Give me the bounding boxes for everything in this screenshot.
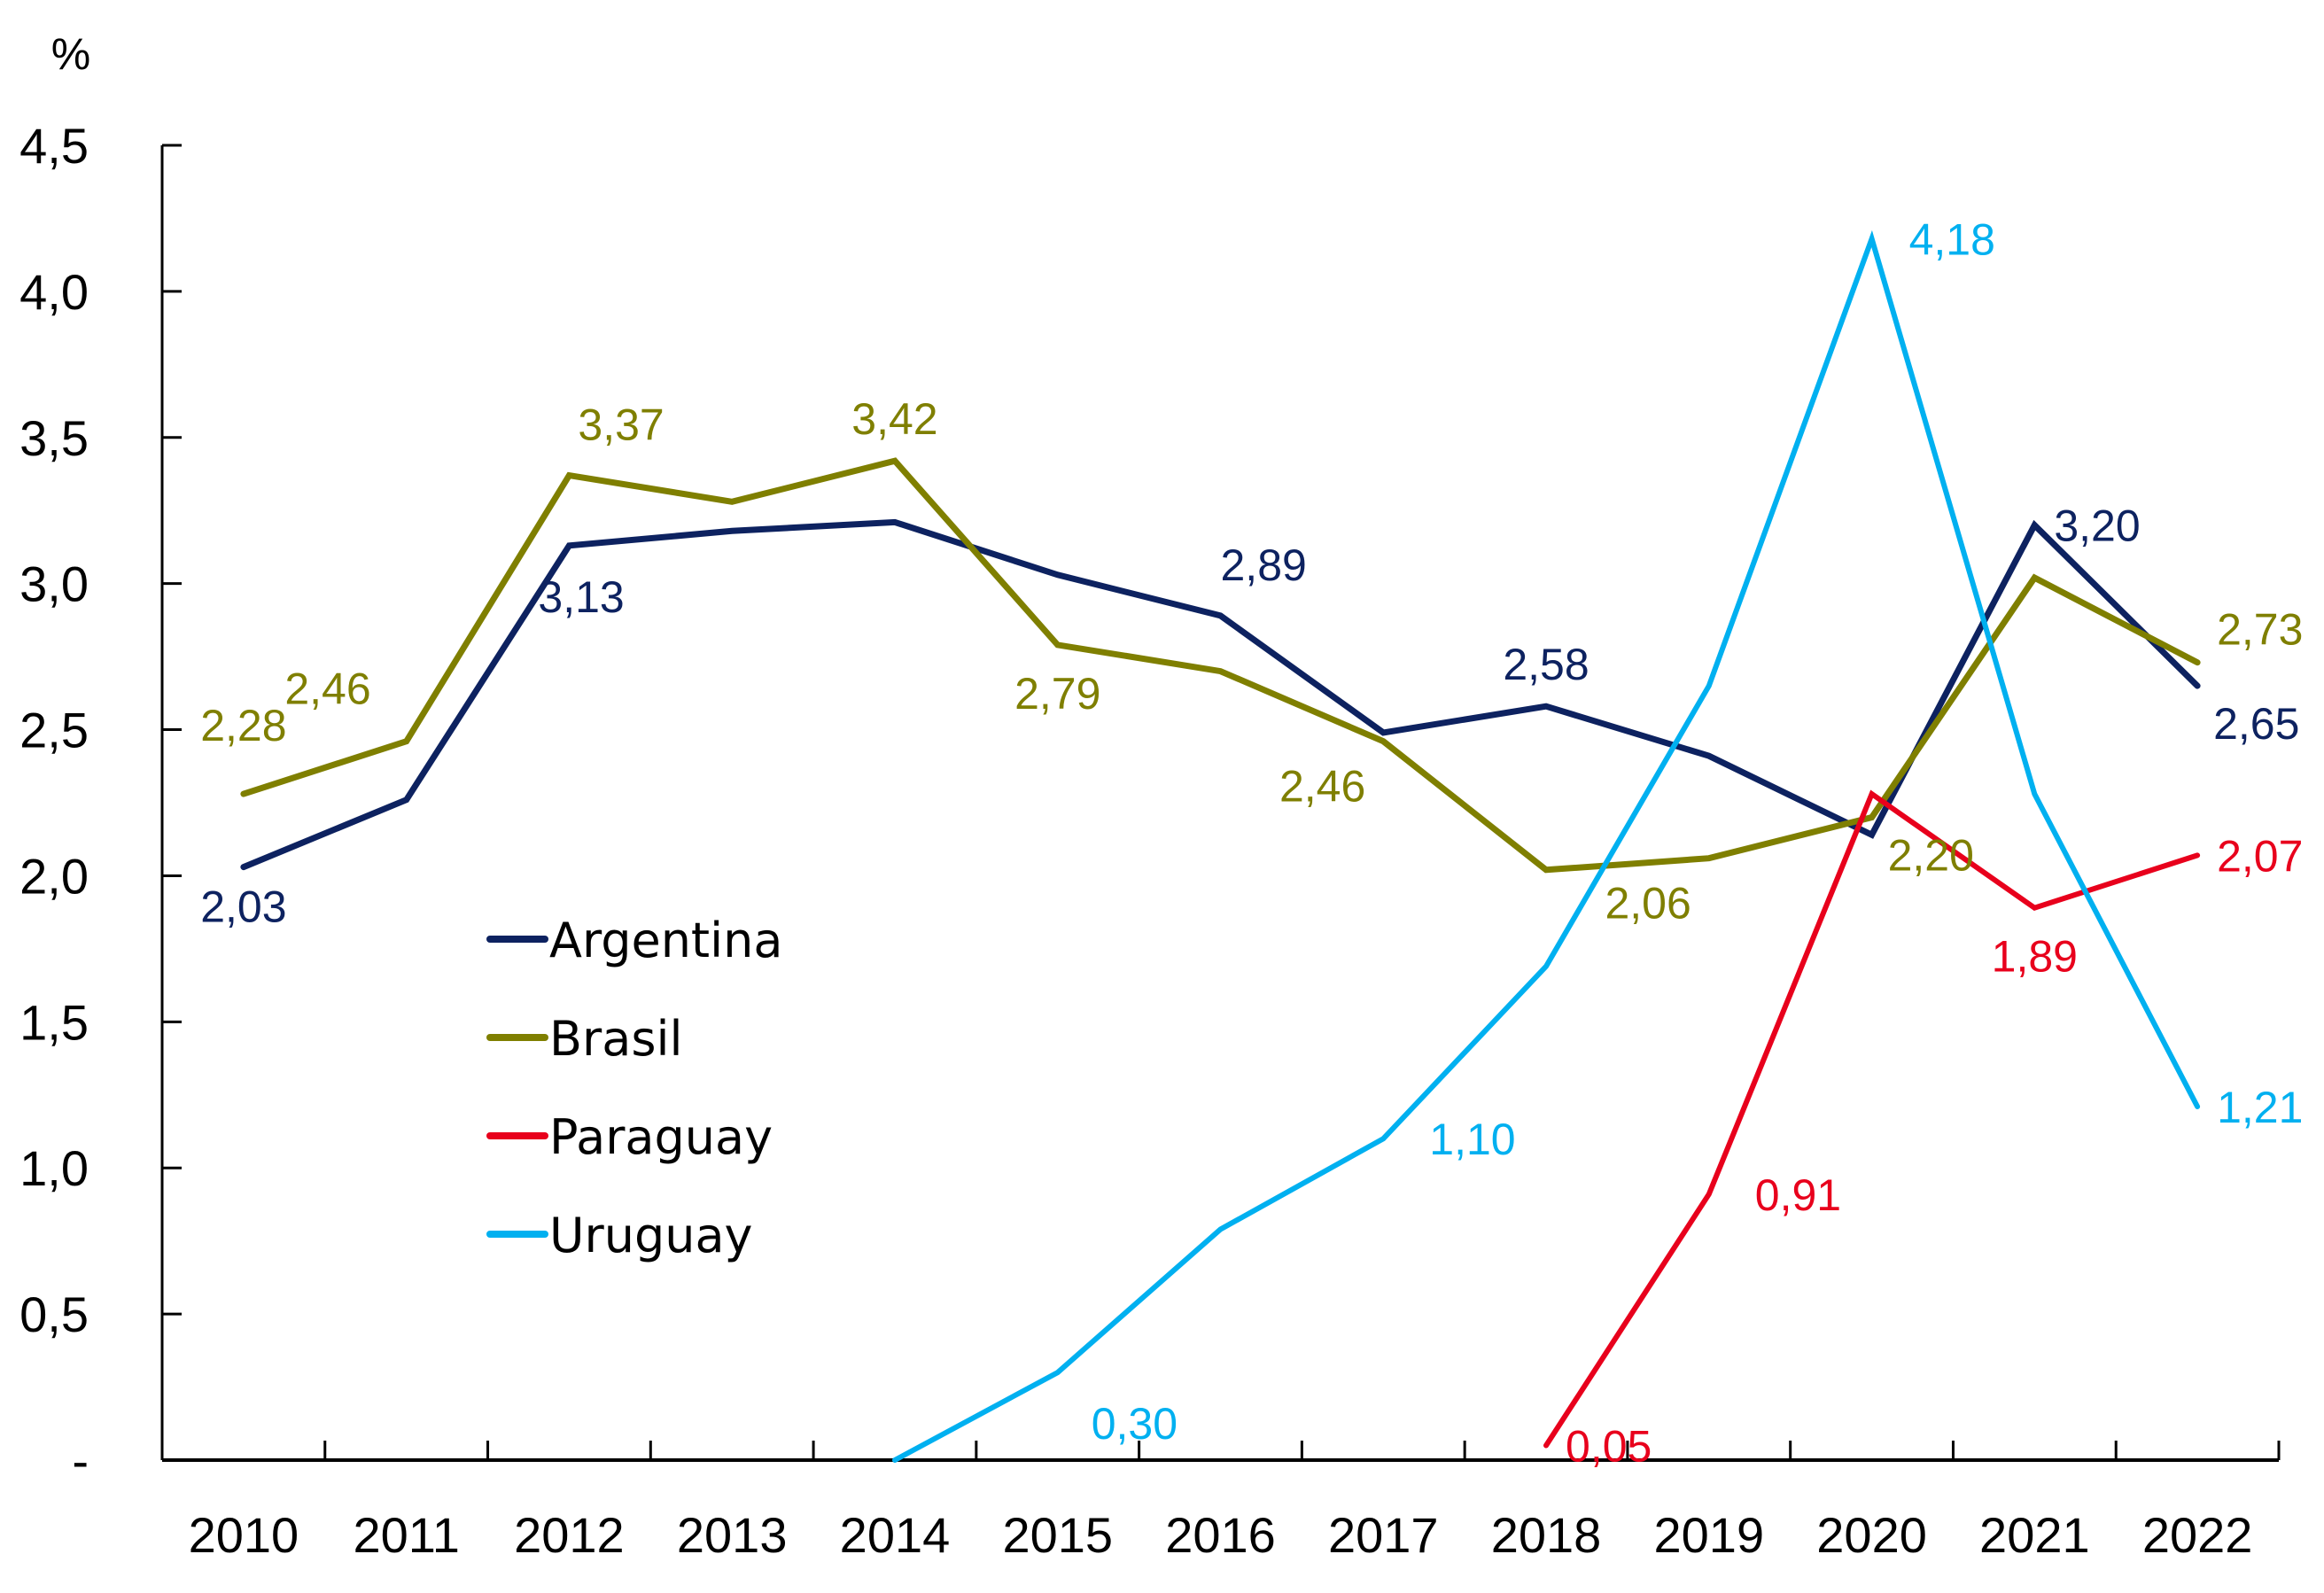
data-label-uruguay: 0,30	[1092, 1399, 1178, 1449]
y-tick-label: 1,5	[19, 994, 89, 1050]
x-tick-label: 2013	[677, 1507, 788, 1563]
axes	[160, 145, 2279, 1462]
data-label-brasil: 3,42	[851, 394, 937, 444]
x-tick-label: 2020	[1816, 1507, 1927, 1563]
y-tick-label: 0,5	[19, 1286, 89, 1342]
data-label-brasil: 2,46	[284, 664, 370, 714]
data-labels: 2,033,132,892,583,202,652,282,463,37 3,42…	[200, 215, 2303, 1472]
data-label-paraguay: 2,07	[2217, 831, 2303, 881]
data-label-argentina: 3,20	[2054, 501, 2140, 551]
data-label-uruguay: 4,18	[1909, 215, 1995, 265]
data-label-brasil: 2,20	[1888, 830, 1974, 880]
x-tick-label: 2014	[840, 1507, 951, 1563]
y-tick-label: 4,0	[19, 264, 89, 320]
y-tick-label: 2,5	[19, 703, 89, 758]
legend-item-brasil: Brasil	[486, 1011, 682, 1067]
data-label-brasil: 2,28	[200, 701, 286, 750]
data-label-brasil: 2,46	[1279, 762, 1365, 812]
legend-item-paraguay: Paraguay	[486, 1109, 773, 1165]
series-lines	[240, 229, 2201, 1463]
data-label-brasil: 3,37	[578, 400, 664, 450]
series-line-paraguay	[1543, 789, 2201, 1449]
x-tick-label: 2015	[1002, 1507, 1113, 1563]
data-label-paraguay: 0,91	[1755, 1170, 1841, 1220]
x-tick-label: 2012	[514, 1507, 625, 1563]
legend-label: Argentina	[549, 913, 782, 968]
legend: Argentina Brasil Paraguay Uruguay	[486, 913, 782, 1263]
data-label-argentina: 2,58	[1503, 640, 1589, 689]
x-tick-label: 2022	[2142, 1507, 2253, 1563]
x-tick-label: 2011	[353, 1507, 459, 1563]
series-line-brasil	[240, 457, 2201, 874]
x-tick-label: 2010	[189, 1507, 299, 1563]
y-tick-label: 3,5	[19, 410, 89, 466]
series-line-argentina	[240, 518, 2201, 871]
data-label-uruguay: 1,10	[1429, 1115, 1515, 1164]
x-tick-label: 2018	[1491, 1507, 1602, 1563]
series-line-uruguay	[892, 229, 2201, 1463]
data-label-brasil: 2,79	[1014, 669, 1100, 719]
data-label-uruguay: 1,21	[2217, 1083, 2303, 1132]
legend-item-uruguay: Uruguay	[486, 1208, 753, 1263]
y-tick-label: 3,0	[19, 556, 89, 612]
data-label-brasil: 2,06	[1605, 879, 1691, 929]
data-label-argentina: 2,89	[1221, 540, 1307, 590]
legend-item-argentina: Argentina	[486, 913, 782, 968]
x-tick-label: 2019	[1654, 1507, 1765, 1563]
data-label-paraguay: 0,05	[1566, 1422, 1652, 1472]
x-tick-label: 2021	[1979, 1507, 2090, 1563]
x-axis-ticks: 2010 2011 2012 2013 2014 2015 2016 2017 2018 2019…	[189, 1441, 2281, 1563]
y-tick-label: 1,0	[19, 1140, 89, 1196]
y-tick-label: 4,5	[19, 118, 89, 174]
legend-label: Uruguay	[549, 1208, 753, 1263]
y-tick-label: -	[72, 1433, 89, 1488]
data-label-argentina: 2,03	[200, 882, 286, 932]
y-axis-ticks: - 0,5 1,0 1,5 2,0 2,5 3,0 3,5 4,0 4,5	[19, 118, 182, 1488]
legend-label: Brasil	[549, 1011, 682, 1067]
data-label-paraguay: 1,89	[1992, 932, 2078, 982]
data-label-argentina: 2,65	[2213, 699, 2299, 749]
data-label-brasil: 2,73	[2217, 605, 2303, 655]
y-axis-unit-label: %	[51, 29, 90, 79]
legend-label: Paraguay	[549, 1109, 773, 1165]
x-tick-label: 2017	[1328, 1507, 1439, 1563]
y-tick-label: 2,0	[19, 848, 89, 904]
x-tick-label: 2016	[1165, 1507, 1276, 1563]
data-label-argentina: 3,13	[538, 572, 624, 622]
